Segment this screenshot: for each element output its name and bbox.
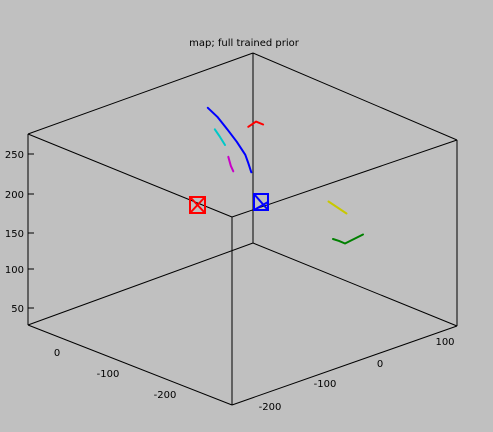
x-tick-label: -200 [259, 402, 282, 413]
z-tick-label: 250 [5, 150, 24, 161]
y-tick-label: -100 [97, 369, 120, 380]
box-edge [253, 53, 457, 140]
box-edge [28, 325, 232, 405]
box-edge [28, 53, 253, 134]
z-tick-label: 200 [5, 190, 24, 201]
z-tick-label: 100 [5, 265, 24, 276]
x-axis: 100 0 -100 -200 [259, 337, 455, 413]
trajectory-series-2 [248, 122, 263, 127]
y-tick-label: 0 [54, 348, 60, 359]
box-edge [253, 243, 457, 326]
z-axis: 250 200 150 100 50 [5, 150, 34, 315]
trajectory-series-5 [333, 235, 363, 244]
plot-box [28, 53, 457, 405]
z-tick-label: 50 [11, 304, 24, 315]
trajectory-series-3 [215, 129, 225, 145]
chart-title: map; full trained prior [189, 38, 300, 49]
x-tick-label: -100 [314, 379, 337, 390]
series-layer [208, 108, 363, 244]
x-tick-label: 0 [377, 359, 383, 370]
box-edge [232, 326, 457, 405]
trajectory-series-6 [329, 202, 347, 214]
y-axis: 0 -100 -200 [54, 348, 177, 401]
box-edge [232, 140, 457, 217]
x-tick-label: 100 [435, 337, 454, 348]
box-edge [28, 134, 232, 217]
z-tick-label: 150 [5, 229, 24, 240]
box-edge [28, 243, 253, 325]
y-tick-label: -200 [154, 390, 177, 401]
trajectory-series-4 [228, 157, 233, 172]
